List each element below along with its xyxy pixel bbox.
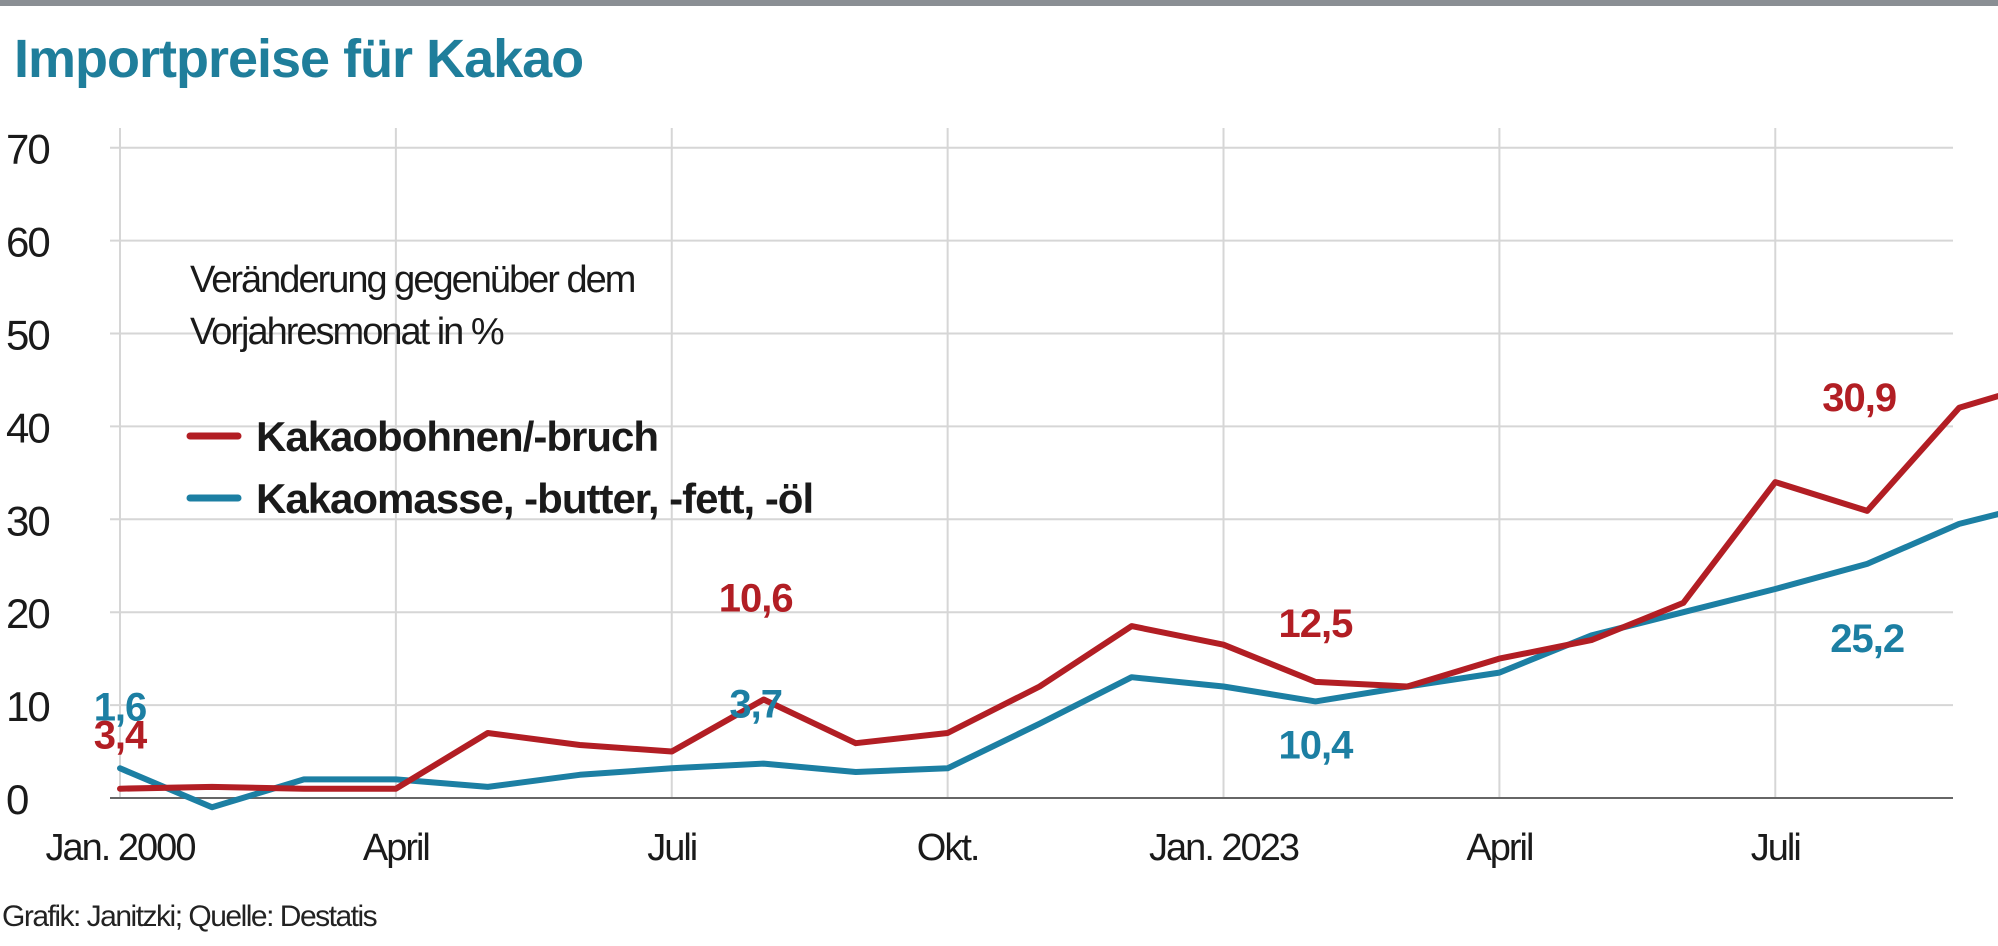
data-label: 25,2 [1830,617,1904,661]
series-line [117,392,1998,792]
x-tick-label: Juli [647,827,696,869]
legend-label: Kakaobohnen/-bruch [256,413,658,460]
y-tick-label: 0 [6,776,28,823]
x-tick-label: Juli [1751,827,1800,869]
x-tick-label: April [363,827,429,869]
x-tick-label: Jan. 2000 [46,827,196,869]
y-tick-label: 10 [6,683,49,730]
chart-title: Importpreise für Kakao [14,29,584,89]
data-label: 1,6 [94,685,147,729]
x-tick-label: April [1466,827,1532,869]
data-label: 3,4 [94,714,148,758]
y-tick-label: 20 [6,590,49,637]
y-tick-label: 60 [6,219,49,266]
chart-subtitle-line: Veränderung gegenüber dem [190,259,635,301]
data-label: 10,6 [719,577,793,621]
data-label: 30,9 [1822,376,1896,420]
data-label: 10,4 [1279,723,1355,767]
y-tick-label: 70 [6,126,49,173]
data-label: 3,7 [729,683,782,727]
y-tick-label: 30 [6,497,49,544]
legend-label: Kakaomasse, -butter, -fett, -öl [256,475,813,522]
chart-subtitle-line: Vorjahresmonat in % [190,311,504,353]
x-tick-label: Okt. [917,827,979,869]
source-note: Grafik: Janitzki; Quelle: Destatis [2,900,378,933]
top-rule [0,0,1998,6]
data-label: 12,5 [1279,602,1354,646]
y-tick-label: 40 [6,404,49,451]
y-tick-label: 50 [6,312,49,359]
x-tick-label: Jan. 2023 [1149,827,1299,869]
series-line [117,511,1998,811]
